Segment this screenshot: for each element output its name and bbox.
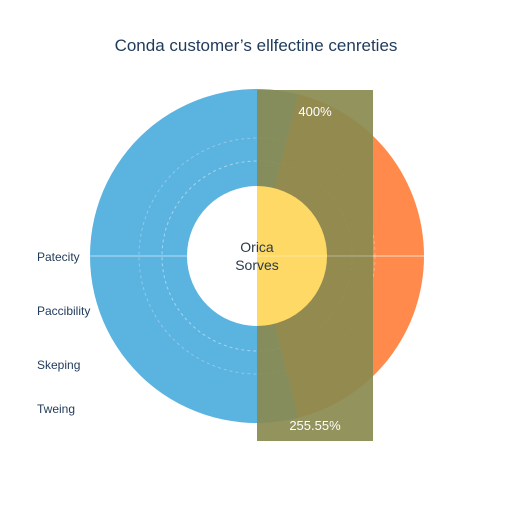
row-label-skeping: Skeping: [37, 358, 81, 372]
center-label-line-1: Orica: [240, 239, 274, 255]
row-label-paccibility: Paccibility: [37, 304, 91, 318]
overlay-bottom-label: 255.55%: [289, 418, 341, 433]
chart-title: Conda customer’s ellfectine cenreties: [114, 36, 398, 55]
overlay-top-label: 400%: [298, 104, 332, 119]
center-label-line-2: Sorves: [235, 257, 279, 273]
row-label-patecity: Patecity: [37, 250, 80, 264]
overlay-inner-highlight: [257, 186, 327, 326]
row-label-tweing: Tweing: [37, 402, 76, 416]
